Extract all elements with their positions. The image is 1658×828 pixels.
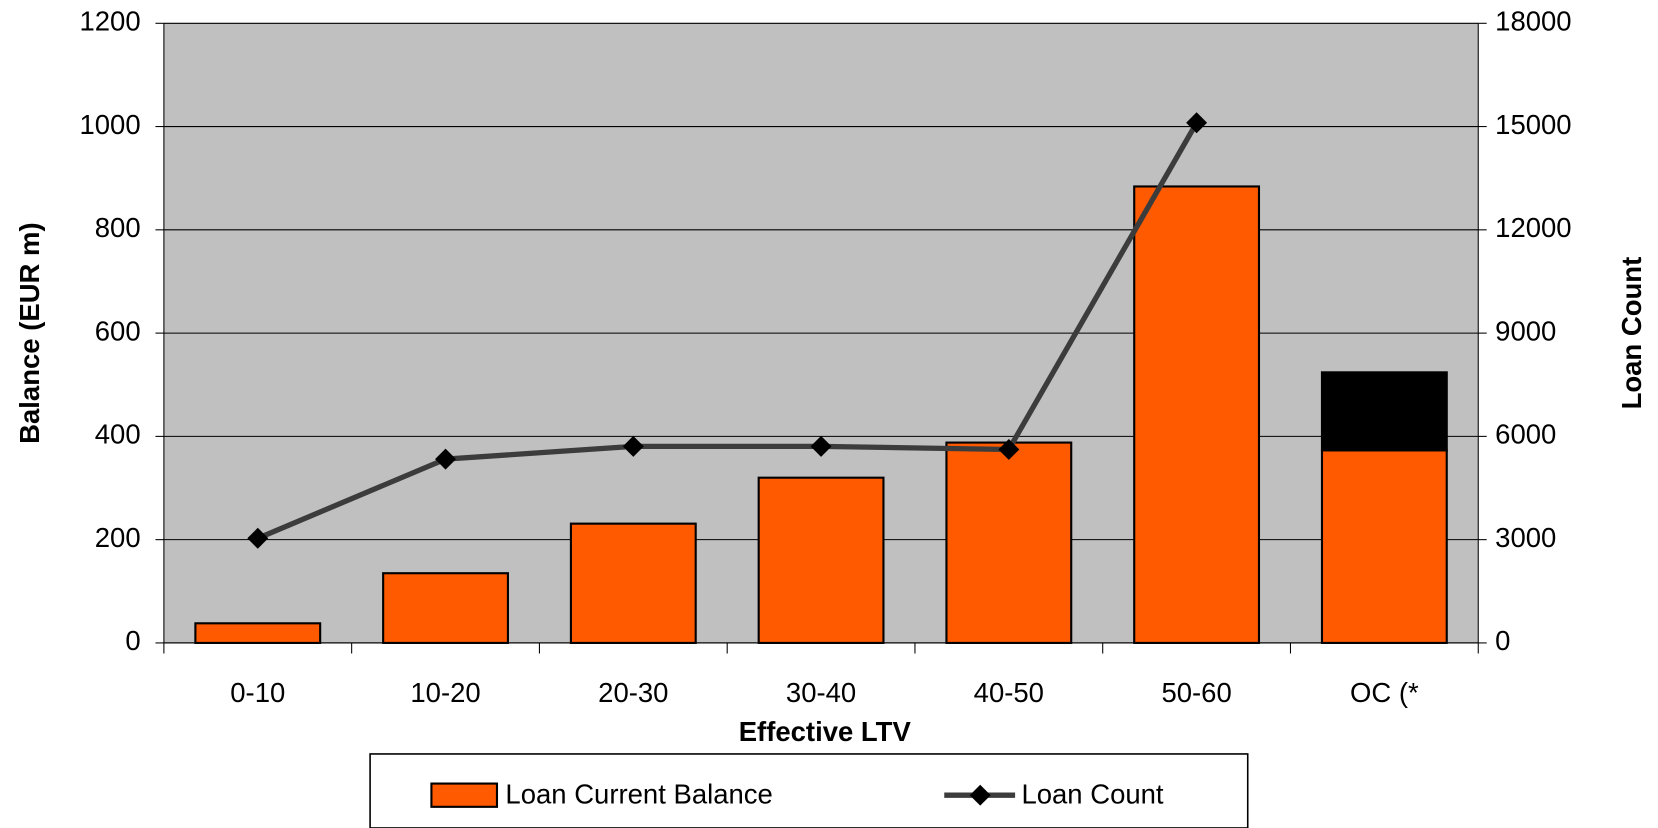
x-tick-label: 30-40	[786, 677, 856, 708]
x-tick-label: 20-30	[598, 677, 668, 708]
y2-tick-label: 9000	[1495, 315, 1556, 346]
bar	[945, 441, 1073, 644]
y-tick-label: 800	[95, 212, 141, 243]
y-tick-label: 200	[95, 522, 141, 553]
marker	[998, 438, 1020, 460]
y-tick-label: 1200	[79, 6, 140, 37]
marker	[435, 448, 457, 470]
bar	[382, 572, 509, 644]
y2-tick-label: 0	[1495, 625, 1510, 656]
line	[256, 121, 1199, 541]
y2-axis-title: Loan Count	[1616, 257, 1647, 410]
bar	[569, 522, 697, 644]
y2-tick-label: 3000	[1495, 522, 1556, 553]
bar	[194, 622, 322, 644]
x-tick-label: 0-10	[230, 677, 285, 708]
y-tick-label: 400	[95, 419, 141, 450]
x-tick-label: 10-20	[410, 677, 480, 708]
x-axis-title: Effective LTV	[739, 716, 912, 747]
legend-label: Loan Current Balance	[505, 779, 772, 810]
y-tick-label: 0	[125, 625, 140, 656]
legend-swatch	[430, 782, 499, 808]
legend-box	[369, 753, 1249, 828]
legend-label: Loan Count	[1021, 779, 1163, 810]
bar	[757, 476, 885, 644]
y-tick-label: 1000	[79, 109, 140, 140]
bar	[1133, 185, 1261, 644]
x-tick-label: 50-60	[1161, 677, 1231, 708]
y-axis-title: Balance (EUR m)	[14, 222, 45, 443]
legend-marker	[969, 784, 991, 806]
bar	[1320, 449, 1448, 644]
y2-tick-label: 15000	[1495, 109, 1571, 140]
x-tick-label: 40-50	[974, 677, 1044, 708]
x-tick-label: OC (*	[1350, 677, 1419, 708]
y2-tick-label: 6000	[1495, 419, 1556, 450]
y2-tick-label: 18000	[1495, 6, 1571, 37]
y2-tick-label: 12000	[1495, 212, 1571, 243]
y-tick-label: 600	[95, 315, 141, 346]
bar	[1320, 371, 1448, 452]
